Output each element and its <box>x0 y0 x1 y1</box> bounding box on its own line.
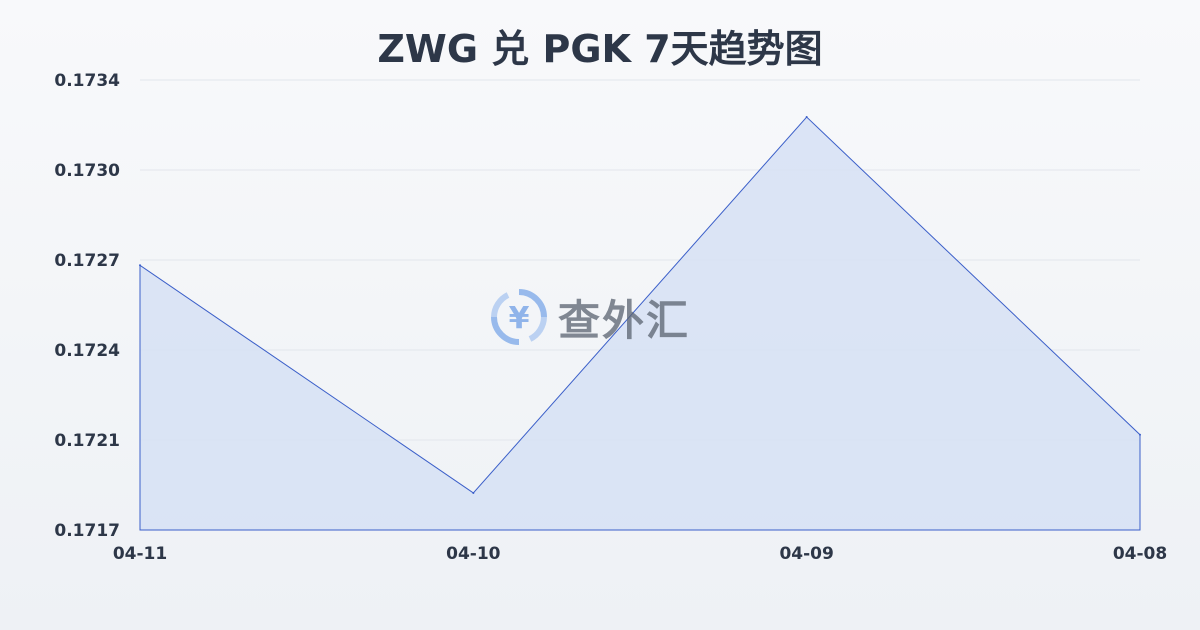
x-tick-label: 04-08 <box>1113 544 1167 564</box>
x-tick-label: 04-11 <box>113 544 167 564</box>
yen-exchange-icon: ¥ <box>491 289 547 345</box>
y-tick-label: 0.1724 <box>54 341 120 361</box>
data-point <box>472 491 475 494</box>
x-tick-label: 04-10 <box>446 544 501 564</box>
svg-text:¥: ¥ <box>509 301 530 336</box>
data-point <box>139 264 141 267</box>
watermark: ¥ 查外汇 <box>488 286 690 348</box>
y-tick-label: 0.1730 <box>54 161 120 181</box>
y-tick-label: 0.1721 <box>54 431 120 451</box>
data-point <box>1139 433 1141 436</box>
y-tick-label: 0.1734 <box>54 71 120 91</box>
x-tick-label: 04-09 <box>779 544 833 564</box>
y-tick-label: 0.1717 <box>54 521 120 541</box>
chart-title: ZWG 兑 PGK 7天趋势图 <box>377 27 823 71</box>
watermark-text: 查外汇 <box>558 295 691 345</box>
data-point <box>805 116 808 119</box>
y-tick-label: 0.1727 <box>54 251 120 271</box>
